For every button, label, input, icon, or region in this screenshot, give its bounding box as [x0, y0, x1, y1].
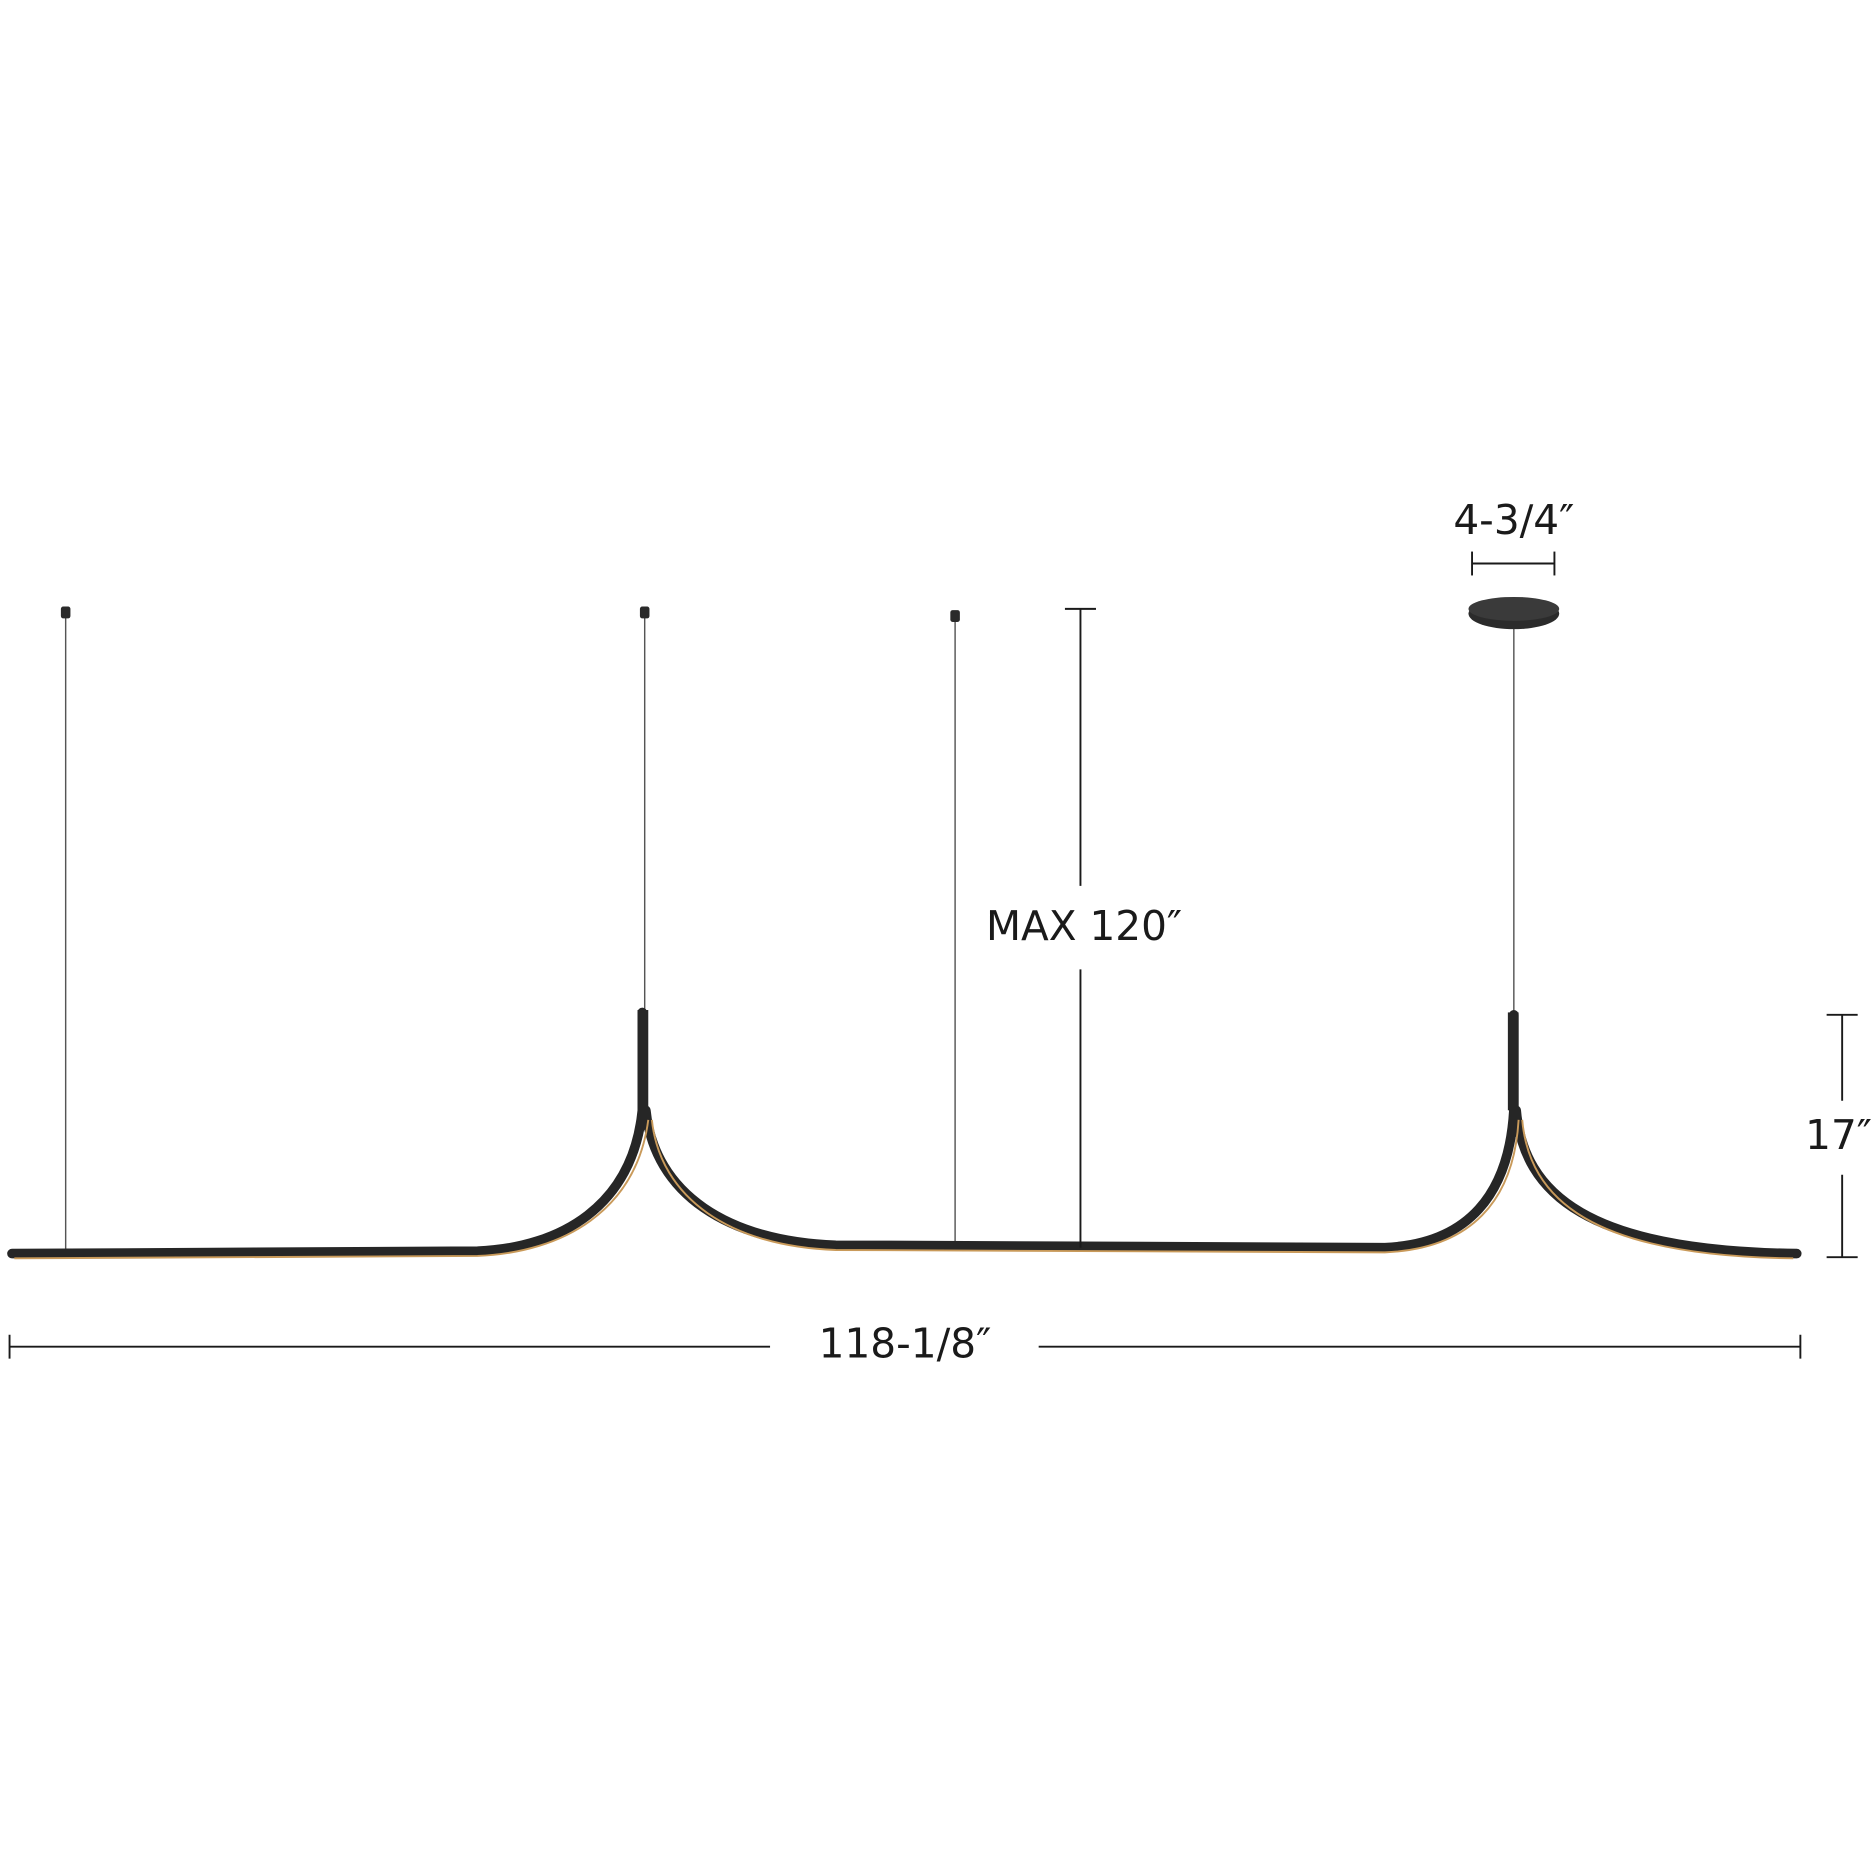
length-label: 118-1/8″ [819, 1320, 992, 1368]
connector [637, 1010, 649, 1111]
fixture-height-label: 17″ [1805, 1111, 1872, 1159]
wires [60, 596, 1560, 1250]
max-height-label: MAX 120″ [986, 902, 1182, 950]
height-dimension: MAX 120″ [986, 607, 1182, 1248]
canopy-dimension: 4-3/4″ [1453, 496, 1574, 576]
fixture [7, 1007, 1802, 1260]
connector [1507, 1012, 1519, 1111]
wire-cap [639, 606, 650, 619]
wire-cap [60, 606, 71, 619]
fixture-height-dimension: 17″ [1805, 1013, 1872, 1259]
canopy-top [1468, 596, 1560, 621]
length-dimension: 118-1/8″ [8, 1320, 1802, 1368]
fixture-body [7, 1007, 1802, 1259]
led-strip [14, 1119, 1794, 1260]
wire-cap [950, 610, 960, 623]
canopy-width-label: 4-3/4″ [1453, 496, 1574, 544]
